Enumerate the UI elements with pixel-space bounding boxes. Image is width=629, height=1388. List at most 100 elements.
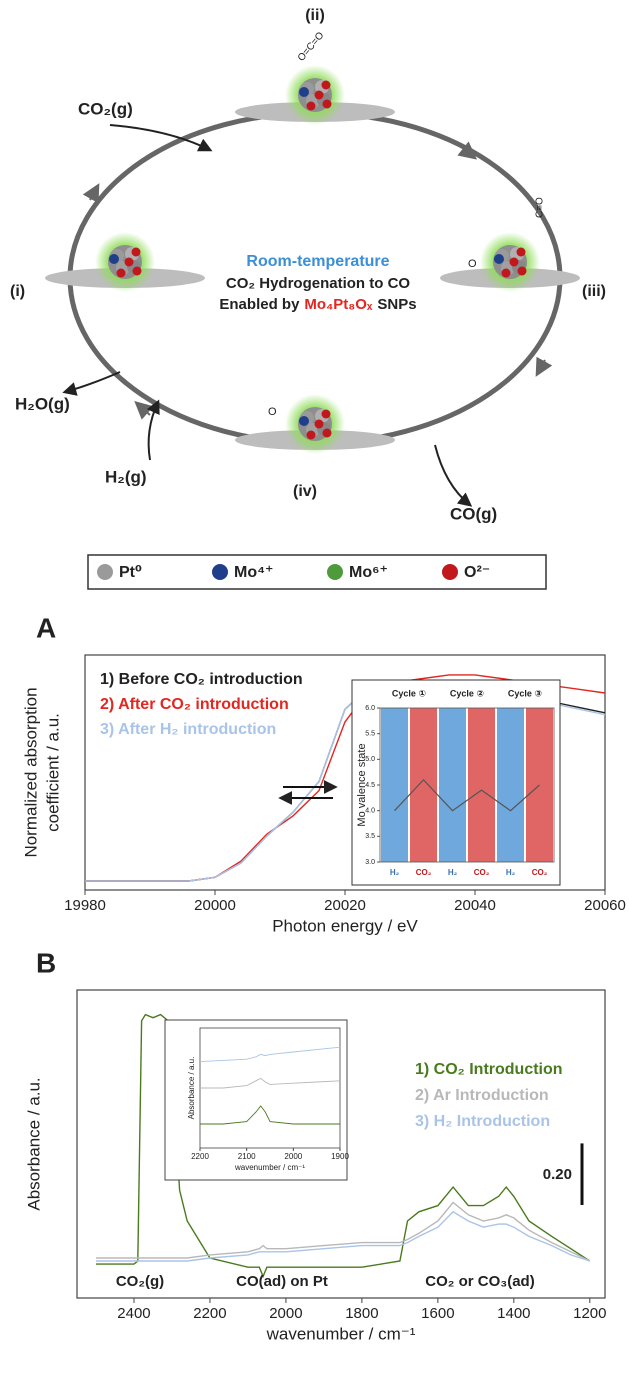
o-atom [314,419,324,429]
plot-frame [199,1027,341,1149]
x-tick-label: 2200 [193,1305,226,1322]
annotation: CO₂ or CO₃(ad) [425,1273,534,1290]
legend-label: Mo⁴⁺ [234,564,273,581]
molecule-label: O=C=O [296,30,327,64]
cycle-column [410,708,437,862]
spectrum-line [200,1105,340,1125]
stage-label: (iv) [293,483,317,500]
panel-label: B [36,947,56,978]
center-text: Enabled by [219,296,300,313]
y-tick-label: 4.5 [365,782,375,789]
o-atom [321,409,331,419]
stage-label: (i) [10,283,25,300]
x-tick-label: 1600 [421,1305,454,1322]
cycle-label: Cycle ③ [508,688,542,698]
y-axis-label: Absorbance / a.u. [24,1077,43,1210]
y-axis-label: Absorbance / a.u. [187,1057,196,1120]
x-tick-label: CO₂ [474,868,490,877]
mo-atom [299,416,309,426]
x-axis-label: Photon energy / eV [272,916,418,935]
species-legend: Pt⁰ Mo⁴⁺ Mo⁶⁺ O²⁻ [87,554,547,590]
x-tick-label: H₂ [390,868,400,877]
panel-label: A [36,612,56,643]
x-tick-label: 2000 [269,1305,302,1322]
y-tick-label: 3.5 [365,833,375,840]
legend-label: O²⁻ [464,564,490,581]
stage-label: (iii) [582,283,606,300]
y-tick-label: 5.5 [365,731,375,738]
center-highlight: Mo₄Pt₈Oₓ [304,296,372,313]
legend-label: 2) Ar Introduction [415,1087,549,1104]
o-atom [124,257,134,267]
species-arrow [109,124,213,152]
cycle-arrow [457,141,478,160]
legend-label: 3) H₂ Introduction [415,1113,550,1130]
scale-bar-label: 0.20 [543,1166,572,1183]
cycle-label: Cycle ① [392,688,426,698]
molecule-label: O [468,258,477,270]
cycle-column [497,708,524,862]
x-tick-label: 1900 [331,1152,349,1161]
center-title: Room-temperature [246,253,389,270]
o-atom [306,101,316,111]
x-tick-label: 20040 [454,897,496,914]
center-text: SNPs [377,296,416,313]
center-text: CO₂ Hydrogenation to CO [226,275,410,292]
o-atom [516,247,526,257]
x-tick-label: H₂ [506,868,516,877]
o-atom [322,428,332,438]
cycle-arrow [535,356,553,377]
x-tick-label: 2000 [284,1152,302,1161]
mo-atom [494,254,504,264]
cycle-column [439,708,466,862]
o-atom [509,257,519,267]
cycle-column [381,708,408,862]
clusters [95,65,540,454]
species-label: H₂(g) [105,467,147,486]
y-tick-label: 6.0 [365,705,375,712]
y-tick-label: 5.0 [365,756,375,763]
o-atom [517,266,527,276]
cycle-arrow [134,401,154,420]
valence-line [394,779,540,812]
species-arrow [434,444,473,507]
o-atom [306,430,316,440]
x-axis-label: wavenumber / cm⁻¹ [234,1163,305,1172]
x-tick-label: 2100 [238,1152,256,1161]
legend-label: Mo⁶⁺ [349,564,388,581]
legend-swatch [327,564,343,580]
spectrum-line [96,1210,591,1262]
x-tick-label: CO₂ [532,868,548,877]
species-arrow [62,371,121,396]
legend-label: Pt⁰ [119,564,142,581]
x-tick-label: 2400 [117,1305,150,1322]
legend-swatch [212,564,228,580]
cycle-column [468,708,495,862]
stage-label: (ii) [305,7,325,24]
o-atom [132,266,142,276]
x-tick-label: 20060 [584,897,626,914]
spectrum-line [199,1046,341,1063]
y-axis-label: Mo valence state [356,743,368,826]
x-tick-label: 20020 [324,897,366,914]
spectrum-line [96,1201,591,1262]
species-label: H₂O(g) [15,394,70,413]
mo-atom [299,87,309,97]
x-tick-label: H₂ [448,868,458,877]
x-tick-label: 1200 [573,1305,606,1322]
legend-swatch [442,564,458,580]
spectrum-line [96,1013,591,1279]
o-atom [322,99,332,109]
charts: 19980 20000 20020 20040 20060 Photon energy /… [21,612,625,1343]
x-tick-label: 1400 [497,1305,530,1322]
species-label: CO₂(g) [78,99,133,118]
y-axis-label: Normalized absorption [21,687,40,857]
y-tick-label: 3.0 [365,859,375,866]
cycle-arrow [82,183,100,204]
y-tick-label: 4.0 [365,808,375,815]
mo-atom [109,254,119,264]
o-atom [131,247,141,257]
legend-label: 2) After CO₂ introduction [100,696,289,713]
molecule-label: O [268,406,277,418]
legend-swatch [97,564,113,580]
